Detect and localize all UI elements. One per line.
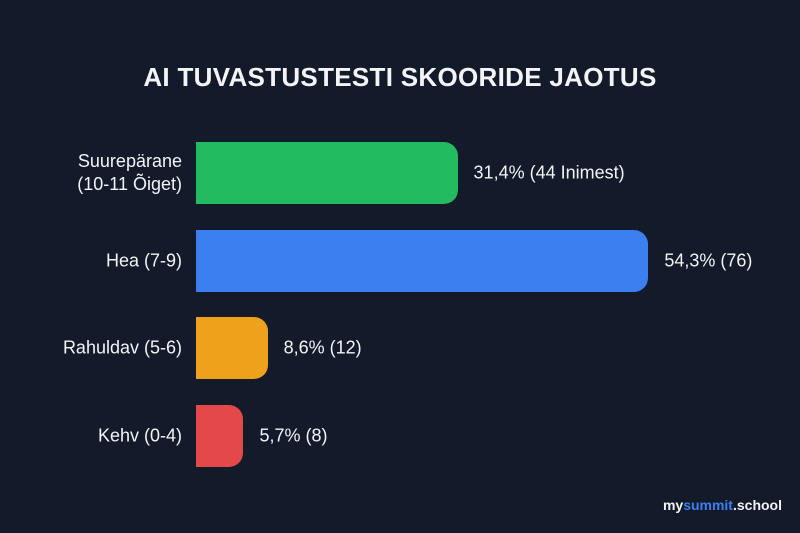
watermark-part: my: [662, 497, 684, 513]
watermark: mysummit.school: [663, 497, 782, 513]
watermark-part: .school: [732, 497, 782, 513]
bar: [196, 142, 458, 204]
category-label: Hea (7-9): [105, 250, 182, 270]
category-label: Rahuldav (5-6): [62, 337, 182, 358]
value-label: 54,3% (76): [664, 250, 753, 270]
value-label: 5,7% (8): [259, 425, 328, 445]
value-label: 31,4% (44 Inimest): [473, 162, 625, 183]
bar: [196, 229, 649, 292]
category-label: Kehv (0-4): [97, 425, 182, 445]
category-label: Suurepärane (10-11 Õiget): [77, 151, 182, 194]
watermark-part: summit: [683, 497, 733, 513]
bar: [196, 317, 268, 379]
bar: [196, 404, 244, 467]
chart-title: AI TUVASTUSTESTI SKOORIDE JAOTUS: [143, 62, 657, 92]
value-label: 8,6% (12): [283, 337, 362, 358]
